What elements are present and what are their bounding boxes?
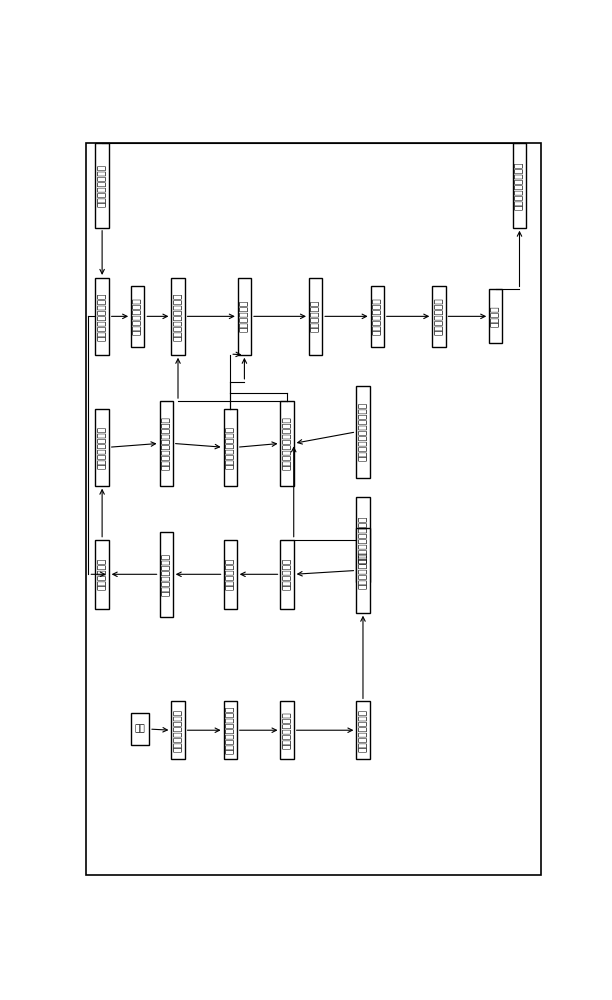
- FancyBboxPatch shape: [131, 286, 144, 347]
- Text: 领样申请模块: 领样申请模块: [226, 558, 234, 590]
- Text: 挂起判断模块: 挂起判断模块: [97, 558, 106, 590]
- FancyBboxPatch shape: [223, 701, 237, 759]
- Text: 满意度反馈模块: 满意度反馈模块: [435, 298, 443, 335]
- FancyBboxPatch shape: [356, 497, 370, 582]
- FancyBboxPatch shape: [432, 286, 446, 347]
- FancyBboxPatch shape: [309, 278, 322, 355]
- Text: 项目审核模块: 项目审核模块: [240, 300, 249, 332]
- Text: 服务单新建模块: 服务单新建模块: [359, 552, 367, 589]
- FancyBboxPatch shape: [356, 528, 370, 613]
- FancyBboxPatch shape: [356, 701, 370, 759]
- Text: 外包判断模块: 外包判断模块: [283, 558, 291, 590]
- FancyBboxPatch shape: [131, 713, 149, 745]
- FancyBboxPatch shape: [171, 701, 185, 759]
- Text: 数据分析报告出具模块: 数据分析报告出具模块: [283, 417, 291, 470]
- Text: 服务类型判断模块: 服务类型判断模块: [226, 426, 234, 469]
- FancyBboxPatch shape: [95, 278, 109, 355]
- Text: 分拆服务单新建模块: 分拆服务单新建模块: [97, 292, 106, 341]
- FancyBboxPatch shape: [280, 701, 294, 759]
- Text: 发货单新建模块: 发货单新建模块: [373, 298, 382, 335]
- FancyBboxPatch shape: [160, 401, 173, 486]
- Text: 数据分析服务单新建模块: 数据分析服务单新建模块: [359, 402, 367, 461]
- Text: 样品出库核对模块: 样品出库核对模块: [162, 553, 171, 596]
- FancyBboxPatch shape: [280, 401, 294, 486]
- FancyBboxPatch shape: [223, 540, 237, 609]
- Text: 结束模块: 结束模块: [491, 306, 500, 327]
- FancyBboxPatch shape: [356, 386, 370, 478]
- Text: 定性分析单新建模块: 定性分析单新建模块: [359, 515, 367, 564]
- Text: 供应商联系模块: 供应商联系模块: [133, 298, 142, 335]
- FancyBboxPatch shape: [95, 143, 109, 228]
- FancyBboxPatch shape: [513, 143, 526, 228]
- FancyBboxPatch shape: [160, 532, 173, 617]
- Text: 开始: 开始: [135, 725, 146, 734]
- FancyBboxPatch shape: [95, 409, 109, 486]
- Text: 样品信息单填写模块: 样品信息单填写模块: [226, 706, 234, 754]
- FancyBboxPatch shape: [489, 289, 502, 343]
- FancyBboxPatch shape: [95, 540, 109, 609]
- Text: 信息单审批模块: 信息单审批模块: [283, 711, 291, 749]
- Text: 供应商数据上传模块: 供应商数据上传模块: [173, 292, 182, 341]
- Text: 样品入库核对模块: 样品入库核对模块: [359, 709, 367, 752]
- FancyBboxPatch shape: [371, 286, 384, 347]
- Text: 样品还样核对模块: 样品还样核对模块: [97, 426, 106, 469]
- Text: 尾款审核模块: 尾款审核模块: [311, 300, 320, 332]
- FancyBboxPatch shape: [223, 409, 237, 486]
- FancyBboxPatch shape: [238, 278, 251, 355]
- Text: 项目类型判断模块: 项目类型判断模块: [173, 709, 182, 752]
- FancyBboxPatch shape: [171, 278, 185, 355]
- FancyBboxPatch shape: [280, 540, 294, 609]
- Text: 代购发货单出具模块: 代购发货单出具模块: [515, 161, 524, 210]
- Text: 实验检测报告出具模块: 实验检测报告出具模块: [162, 417, 171, 470]
- Text: 代购款项审批模块: 代购款项审批模块: [97, 164, 106, 207]
